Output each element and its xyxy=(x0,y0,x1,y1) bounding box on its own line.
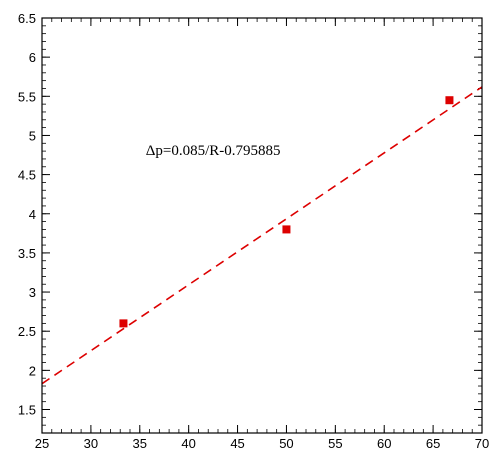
x-tick-label: 60 xyxy=(377,436,391,451)
x-tick-label: 35 xyxy=(133,436,147,451)
x-tick-label: 45 xyxy=(230,436,244,451)
fit-line-group xyxy=(41,86,483,385)
x-tick-label: 25 xyxy=(35,436,49,451)
major-ticks xyxy=(41,17,483,433)
fit-line xyxy=(41,86,483,385)
y-tick-label: 1.5 xyxy=(18,403,36,418)
y-tick-label: 5.5 xyxy=(18,89,36,104)
x-tick-label: 70 xyxy=(475,436,489,451)
tick-labels: 25 30 35 40 45 50 55 60 65 70 1.5 2 2.5 3 3.5 4 4.5 5 5.5 6… xyxy=(18,11,489,451)
x-tick-label: 30 xyxy=(84,436,98,451)
plot-frame xyxy=(41,17,483,434)
y-tick-label: 3.5 xyxy=(18,246,36,261)
data-point xyxy=(119,319,128,328)
y-tick-label: 4 xyxy=(29,207,36,222)
x-tick-label: 55 xyxy=(328,436,342,451)
y-tick-label: 2.5 xyxy=(18,324,36,339)
data-point xyxy=(282,225,291,234)
data-point xyxy=(445,96,454,105)
y-tick-label: 2 xyxy=(29,363,36,378)
y-tick-label: 4.5 xyxy=(18,168,36,183)
fit-equation-annotation: Δp=0.085/R-0.795885 xyxy=(146,143,281,159)
x-tick-label: 40 xyxy=(181,436,195,451)
y-tick-label: 5 xyxy=(29,128,36,143)
y-tick-label: 6.5 xyxy=(18,11,36,26)
x-tick-label: 65 xyxy=(426,436,440,451)
minor-ticks xyxy=(41,17,483,434)
y-tick-label: 6 xyxy=(29,50,36,65)
y-tick-label: 3 xyxy=(29,285,36,300)
data-points xyxy=(119,96,454,328)
x-tick-label: 50 xyxy=(279,436,293,451)
